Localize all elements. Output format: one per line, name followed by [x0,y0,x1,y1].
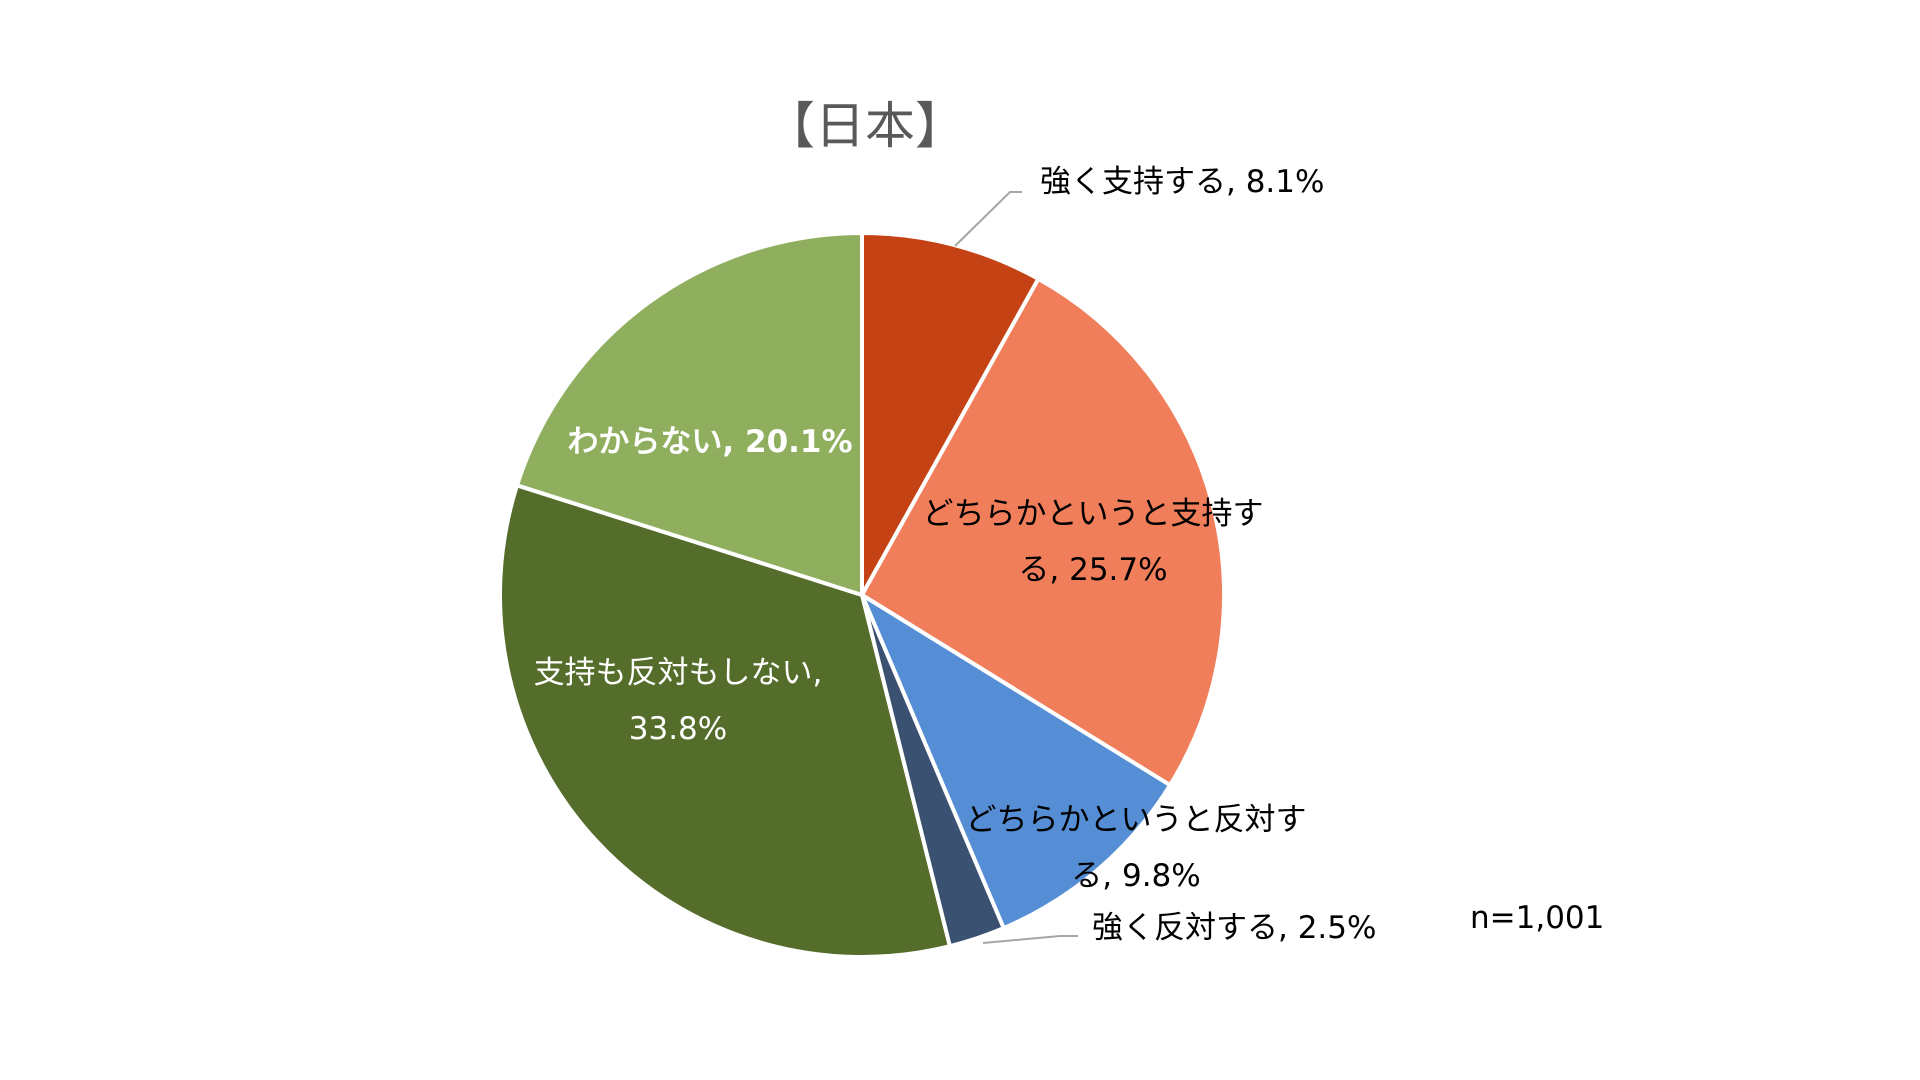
slice-6 [514,230,864,598]
chart-title: 【日本】 [765,97,965,155]
data-label-3-line-2: る, 9.8% [1071,858,1200,894]
pie-slices [498,230,1226,959]
data-label-4: 強く反対する, 2.5% [1092,910,1376,946]
leader-line-4 [982,935,1078,944]
data-label-1: 強く支持する, 8.1% [1040,164,1324,200]
leader-line-1 [954,191,1022,247]
data-label-3: どちらかというと反対する, 9.8% [966,802,1307,894]
slice-1 [860,230,1042,603]
data-labels: 強く支持する, 8.1% どちらかというと支持する, 25.7% どちらかというと反… [534,164,1377,946]
data-label-2: どちらかというと支持する, 25.7% [923,496,1264,588]
sample-size-note: n=1,001 [1470,900,1604,936]
data-label-1-line-1: 強く支持する, 8.1% [1040,164,1324,200]
data-label-2-line-2: る, 25.7% [1018,552,1167,588]
data-label-4-line-1: 強く反対する, 2.5% [1092,910,1376,946]
data-label-2-line-1: どちらかというと支持す [923,496,1264,532]
data-label-5-line-1: 支持も反対もしない, [534,655,823,691]
data-label-6: わからない, 20.1% [567,424,852,460]
leader-lines [954,191,1078,944]
data-label-5-line-2: 33.8% [629,711,727,747]
slice-5 [498,482,953,959]
slice-3 [857,589,1173,931]
data-label-6-line-1: わからない, 20.1% [567,424,852,460]
slice-2 [859,276,1226,788]
data-label-3-line-1: どちらかというと反対す [966,802,1307,838]
data-label-5: 支持も反対もしない, 33.8% [534,655,823,747]
